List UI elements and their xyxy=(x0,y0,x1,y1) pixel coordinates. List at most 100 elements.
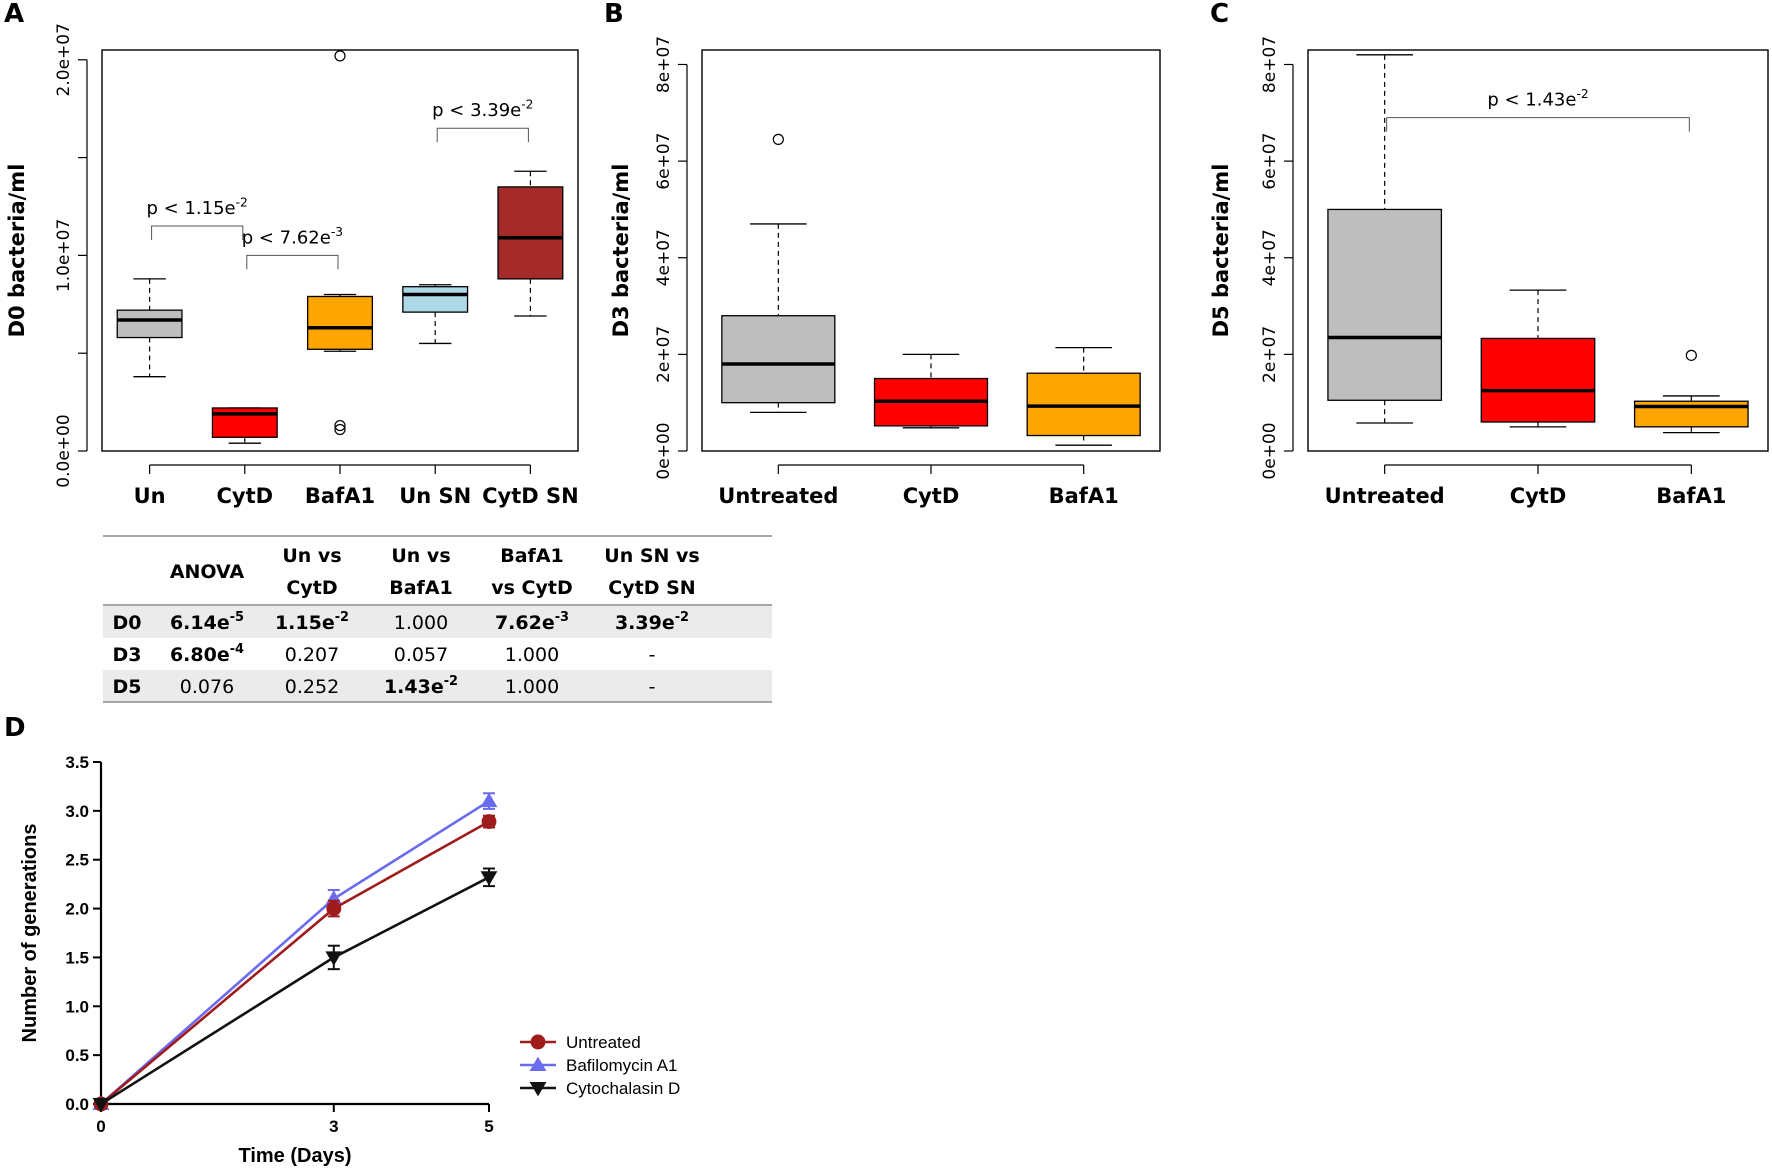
y-tick-label: 4e+07 xyxy=(654,229,674,286)
box-body xyxy=(1327,208,1443,401)
table-cell: 0.057 xyxy=(394,644,448,666)
data-point xyxy=(529,1056,547,1071)
panel-d: D 0.0 0.5 1.0 1.5 2.0 2.5 3.0 3.5 0 3 5 Time (Days) N… xyxy=(4,713,680,1167)
x-tick-label: 3 xyxy=(329,1117,338,1136)
table-cell: 0.207 xyxy=(285,644,339,666)
series-line xyxy=(100,799,490,1105)
y-tick-label: 2e+07 xyxy=(1260,326,1280,383)
legend: Untreated Bafilomycin A1 Cytochalasin D xyxy=(520,1033,680,1098)
table-cell: 6.14e-5 xyxy=(170,610,244,634)
data-point xyxy=(325,951,343,966)
data-point xyxy=(529,1082,547,1097)
row-shade xyxy=(103,670,772,702)
plot-frame xyxy=(701,49,1161,452)
data-point xyxy=(326,901,342,917)
legend-label: Cytochalasin D xyxy=(566,1079,680,1098)
series-line xyxy=(100,876,490,1106)
series-untreated xyxy=(93,814,497,1112)
table-row: D0 6.14e-5 1.15e-2 1.000 7.62e-3 3.39e-2 xyxy=(103,606,772,638)
x-tick-label: 5 xyxy=(484,1117,493,1136)
x-tick-label: CytD SN xyxy=(482,484,579,508)
box-body xyxy=(1480,337,1596,423)
table-cell: 0.252 xyxy=(285,676,339,698)
p-value-annotation: p < 7.62e-3 xyxy=(242,225,343,270)
row-label: D5 xyxy=(113,676,142,698)
x-tick-label: Untreated xyxy=(1325,484,1445,508)
table-row: D5 0.076 0.252 1.43e-2 1.000 - xyxy=(103,670,772,702)
box-cytd xyxy=(1480,289,1596,428)
table-header-cell: Un vs xyxy=(391,545,450,567)
box-cytd xyxy=(873,353,989,429)
x-tick-label: CytD xyxy=(1510,484,1567,508)
legend-label: Untreated xyxy=(566,1033,641,1052)
box-bafa1 xyxy=(1026,346,1141,446)
table-header-cell: BafA1 xyxy=(500,545,564,567)
y-tick-label: 0.0e+00 xyxy=(54,414,74,487)
table-header-cell: vs CytD xyxy=(491,577,573,599)
x-tick-label: BafA1 xyxy=(305,484,375,508)
y-axis-label: D3 bacteria/ml xyxy=(609,164,633,338)
table-header-cell: Un vs xyxy=(282,545,341,567)
box-cytd xyxy=(211,407,278,444)
box-untreated xyxy=(721,133,836,413)
outlier-point xyxy=(334,50,346,62)
table-cell: 3.39e-2 xyxy=(615,610,689,634)
y-tick-label: 0.0 xyxy=(65,1095,89,1114)
box-un xyxy=(116,278,183,378)
row-shade xyxy=(103,606,772,638)
table-row: D3 6.80e-4 0.207 0.057 1.000 - xyxy=(113,642,656,666)
x-tick-label: CytD xyxy=(903,484,960,508)
y-tick-label: 4e+07 xyxy=(1260,229,1280,286)
stats-table: ANOVA Un vs CytD Un vs BafA1 BafA1 vs CytD Un S… xyxy=(103,535,772,703)
table-cell: 1.000 xyxy=(505,676,559,698)
p-value-label: p < 3.39e-2 xyxy=(432,98,533,122)
y-tick-label: 2.0e+07 xyxy=(54,23,74,96)
y-tick-label: 3.0 xyxy=(65,802,89,821)
plot-frame xyxy=(1307,49,1769,452)
x-tick-label: Un xyxy=(134,484,166,508)
panel-label: B xyxy=(604,0,624,29)
table-cell: 1.000 xyxy=(394,612,448,634)
data-point xyxy=(481,814,497,830)
y-tick-label: 8e+07 xyxy=(1260,36,1280,93)
series-line xyxy=(100,820,490,1105)
series-cytochalasin-d xyxy=(92,867,498,1113)
y-axis-label: D5 bacteria/ml xyxy=(1209,164,1233,338)
table-cell: 1.000 xyxy=(505,644,559,666)
data-point xyxy=(530,1034,546,1050)
y-tick-label: 6e+07 xyxy=(654,133,674,190)
annotation-bracket xyxy=(246,254,339,270)
data-point xyxy=(480,871,498,886)
p-value-annotation: p < 3.39e-2 xyxy=(432,98,533,143)
table-cell: - xyxy=(649,644,656,666)
x-tick-label: CytD xyxy=(217,484,274,508)
row-label: D3 xyxy=(113,644,142,666)
legend-label: Bafilomycin A1 xyxy=(566,1056,678,1075)
box-body xyxy=(721,315,836,404)
table-cell: 0.076 xyxy=(180,676,234,698)
box-body xyxy=(402,286,469,313)
y-tick-label: 1.0 xyxy=(65,997,89,1016)
y-tick-label: 0e+00 xyxy=(1260,422,1280,479)
p-value-annotation: p < 1.43e-2 xyxy=(1386,87,1690,132)
p-value-annotation: p < 1.15e-2 xyxy=(147,195,248,241)
box-cytd-sn xyxy=(497,170,564,317)
box-bafa1 xyxy=(1633,349,1749,434)
table-header-cell: CytD xyxy=(286,577,337,599)
y-tick-label: 0.5 xyxy=(65,1046,89,1065)
plot-frame xyxy=(101,49,579,452)
y-tick-label: 8e+07 xyxy=(654,36,674,93)
y-tick-label: 3.5 xyxy=(65,753,89,772)
row-label: D0 xyxy=(113,612,142,634)
y-tick-label: 2.0 xyxy=(65,900,89,919)
y-axis-label: Number of generations xyxy=(19,824,41,1043)
data-point xyxy=(92,1098,110,1113)
panel-label: A xyxy=(4,0,24,29)
y-tick-label: 1.5 xyxy=(65,948,89,967)
panel-b: B 0e+00 2e+07 4e+07 6e+07 8e+07 D3 bacteria/ml… xyxy=(604,0,1161,508)
table-cell: 6.80e-4 xyxy=(170,642,244,666)
panel-c: C 0e+00 2e+07 4e+07 6e+07 8e+07 D5 bacteria/ml… xyxy=(1209,0,1769,508)
table-header-cell: ANOVA xyxy=(170,561,245,583)
y-tick-label: 2.5 xyxy=(65,851,89,870)
